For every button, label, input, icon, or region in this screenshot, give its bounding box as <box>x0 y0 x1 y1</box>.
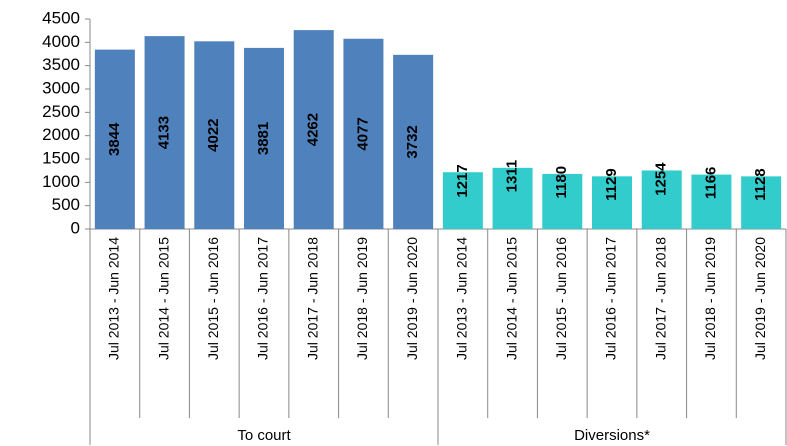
bar <box>592 176 632 229</box>
value-label: 4077 <box>354 117 371 150</box>
value-label: 3844 <box>106 122 123 156</box>
x-tick-label: Jul 2019 - Jun 2020 <box>752 237 768 360</box>
x-tick-label: Jul 2013 - Jun 2014 <box>106 237 122 360</box>
bar <box>293 30 334 230</box>
y-tick-label: 2000 <box>42 125 80 144</box>
x-tick-label: Jul 2016 - Jun 2017 <box>603 237 619 360</box>
y-tick-label: 4000 <box>42 32 80 51</box>
value-label: 1217 <box>454 164 471 197</box>
bar <box>393 54 434 230</box>
x-tick-label: Jul 2016 - Jun 2017 <box>255 237 271 360</box>
value-label: 4133 <box>156 116 173 149</box>
bar <box>94 49 135 229</box>
y-tick-label: 500 <box>52 195 80 214</box>
bar <box>741 176 782 229</box>
bar <box>442 172 483 229</box>
x-tick-label: Jul 2015 - Jun 2016 <box>205 237 221 360</box>
value-label: 1254 <box>653 162 670 196</box>
value-label: 1180 <box>553 166 570 199</box>
y-tick-label: 2500 <box>42 102 80 121</box>
x-tick-label: Jul 2017 - Jun 2018 <box>652 237 668 360</box>
y-tick-label: 3500 <box>42 55 80 74</box>
bar <box>691 174 732 229</box>
value-label: 1166 <box>702 167 719 200</box>
value-label: 1129 <box>603 168 620 201</box>
x-tick-label: Jul 2014 - Jun 2015 <box>503 237 519 360</box>
bar <box>343 38 384 229</box>
bar <box>542 173 583 229</box>
bar <box>194 41 235 229</box>
y-tick-label: 0 <box>71 218 80 237</box>
x-tick-label: Jul 2015 - Jun 2016 <box>553 237 569 360</box>
x-tick-label: Jul 2019 - Jun 2020 <box>404 237 420 360</box>
bar <box>641 170 682 229</box>
x-tick-label: Jul 2017 - Jun 2018 <box>304 237 320 360</box>
value-label: 1128 <box>752 168 769 201</box>
bar <box>144 36 185 230</box>
y-tick-label: 1500 <box>42 148 80 167</box>
value-label: 4022 <box>205 118 222 151</box>
y-tick-label: 4500 <box>42 8 80 27</box>
x-tick-label: Jul 2014 - Jun 2015 <box>155 237 171 360</box>
value-label: 1311 <box>504 160 521 193</box>
x-tick-label: Jul 2013 - Jun 2014 <box>454 237 470 360</box>
x-tick-label: Jul 2018 - Jun 2019 <box>702 237 718 360</box>
y-tick-label: 3000 <box>42 78 80 97</box>
group-label: To court <box>237 427 291 444</box>
value-label: 4262 <box>305 113 322 146</box>
value-label: 3732 <box>404 125 421 158</box>
bar <box>244 47 284 230</box>
y-tick-label: 1000 <box>42 172 80 191</box>
x-tick-label: Jul 2018 - Jun 2019 <box>354 237 370 360</box>
group-label: Diversions* <box>574 427 650 444</box>
bar <box>492 167 533 229</box>
value-label: 3881 <box>255 122 272 155</box>
